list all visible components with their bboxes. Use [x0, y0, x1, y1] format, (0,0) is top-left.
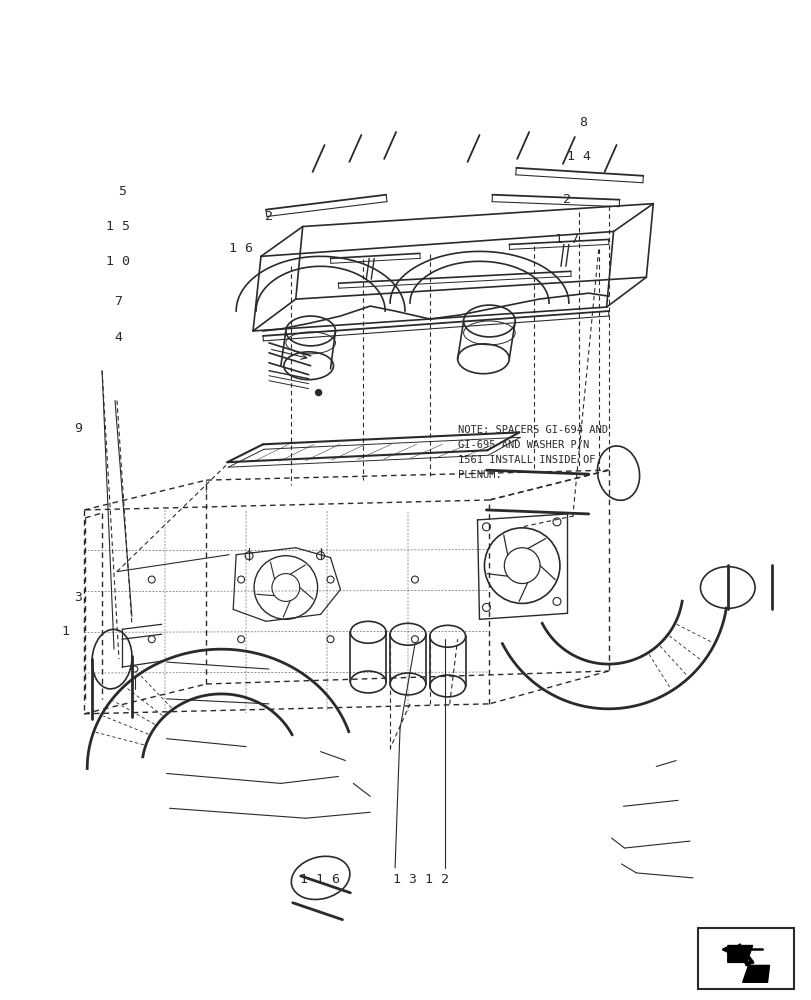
Text: 4: 4 [114, 331, 122, 344]
Text: NOTE: SPACERS GI-694 AND
GI-695 AND WASHER P/N
1561 INSTALL INSIDE OF
PLENUM.: NOTE: SPACERS GI-694 AND GI-695 AND WASH… [458, 425, 607, 480]
Text: 1 3 1 2: 1 3 1 2 [392, 873, 448, 886]
Text: 1 5: 1 5 [106, 220, 130, 233]
Text: 1 4: 1 4 [567, 150, 590, 163]
FancyBboxPatch shape [697, 928, 793, 989]
Text: 1 0: 1 0 [106, 255, 130, 268]
Text: 2: 2 [563, 193, 571, 206]
Text: 1 7: 1 7 [555, 233, 578, 246]
Text: 2: 2 [264, 210, 272, 223]
Text: 8: 8 [579, 116, 586, 129]
Polygon shape [727, 946, 769, 982]
Text: 5: 5 [118, 185, 126, 198]
Text: 7: 7 [114, 295, 122, 308]
Text: 1: 1 [62, 625, 70, 638]
Text: 1 6: 1 6 [229, 242, 252, 255]
Circle shape [315, 390, 321, 396]
Text: 1 1 6: 1 1 6 [299, 873, 339, 886]
Text: 3: 3 [74, 591, 82, 604]
Text: 9: 9 [74, 422, 82, 435]
